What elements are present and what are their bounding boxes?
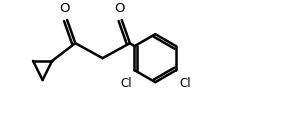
Text: O: O (114, 2, 125, 15)
Text: Cl: Cl (120, 77, 131, 90)
Text: Cl: Cl (180, 77, 191, 90)
Text: O: O (60, 2, 70, 15)
